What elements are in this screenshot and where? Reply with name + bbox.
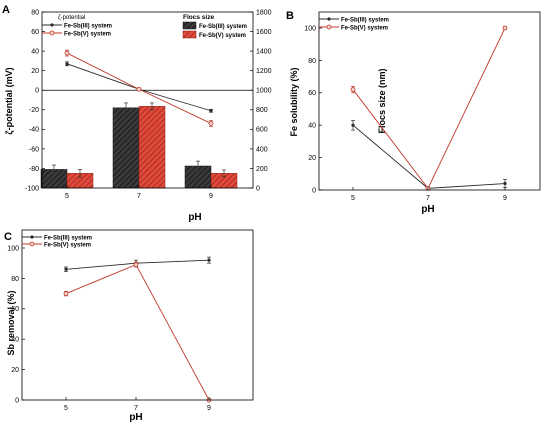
panel-c-legend-marker-sb5 — [29, 241, 35, 247]
panel-a-y2-tick-label: 800 — [256, 107, 268, 114]
panel-b-plot: 5 7 9 0 20 40 60 80 100 — [304, 11, 541, 202]
panel-c: C 5 7 9 0 20 40 60 80 100 pH Sb removal (%) Fe-S… — [4, 229, 254, 423]
panel-b-y-tick-label: 60 — [308, 90, 316, 97]
panel-b-point-sb5 — [502, 25, 508, 31]
panel-a-y-tick-label: -20 — [29, 107, 39, 114]
panel-a-y-tick-label: 40 — [31, 49, 39, 56]
panel-b-y-tick-label: 20 — [308, 155, 316, 162]
panel-a-point-sb3 — [209, 109, 213, 113]
panel-b-x-tick-label: 9 — [503, 195, 507, 202]
panel-b-legend-label-sb3: Fe-Sb(III) system — [341, 18, 389, 24]
panel-a-plot-frame — [41, 11, 254, 189]
panel-c-x-tick-label: 5 — [64, 405, 68, 412]
panel-a-xlabel: pH — [188, 212, 201, 223]
panel-a-ylabel-left: ζ-potential (mV) — [4, 67, 14, 134]
panel-a-y2-tick-label: 200 — [256, 166, 268, 173]
panel-b-legend-label-sb5: Fe-Sb(V) system — [341, 26, 388, 32]
panel-a-plot: 5 7 9-100-80-60-40-20020406080020040060080… — [25, 9, 272, 200]
panel-a-x-tick-label: 7 — [137, 193, 141, 200]
panel-b-y-tick-label: 0 — [312, 187, 316, 194]
panel-b-y-tick-label: 100 — [304, 25, 316, 32]
panel-c-letter: C — [4, 231, 12, 243]
panel-a-y2-tick-label: 1200 — [256, 68, 272, 75]
panel-a-y-tick-label: 60 — [31, 29, 39, 36]
legend-line-label-sb3: Fe-Sb(III) system — [64, 24, 112, 30]
panel-a-y-tick-label: -40 — [29, 127, 39, 134]
panel-c-line-sb5 — [65, 264, 210, 401]
panel-a-y2-tick-label: 1600 — [256, 29, 272, 36]
panel-b-point-sb3 — [503, 181, 507, 186]
panel-c-legend-marker-sb3 — [30, 235, 34, 239]
panel-b-xlabel: pH — [421, 204, 434, 215]
panel-c-ylabel: Sb removal (%) — [6, 290, 16, 355]
panel-c-y-tick-label: 100 — [7, 245, 19, 252]
panel-a-point-sb5 — [208, 121, 214, 126]
panel-a-x-tick-label: 5 — [65, 193, 69, 200]
panel-b-legend-marker-sb3 — [327, 17, 331, 21]
panel-a-y2-tick-label: 1400 — [256, 49, 272, 56]
panel-b-y-tick-label: 40 — [308, 123, 316, 130]
panel-c-plot-frame — [21, 229, 254, 401]
legend-line-title: ζ-potential — [58, 15, 85, 21]
panel-b-ylabel: Fe solubility (%) — [289, 67, 299, 136]
legend-line-marker-sb3 — [50, 23, 54, 27]
panel-c-plot: 5 7 9 0 20 40 60 80 100 — [7, 229, 254, 412]
panel-b-plot-frame — [318, 11, 541, 191]
panel-c-point-sb3 — [64, 267, 68, 271]
panel-c-y-tick-label: 80 — [11, 276, 19, 283]
panel-a-letter: A — [2, 4, 10, 16]
panel-a-y-tick-label: 20 — [31, 68, 39, 75]
panel-b-point-sb3 — [351, 123, 355, 127]
panel-c-x-tick-label: 9 — [207, 405, 211, 412]
panel-a-bar-sb3 — [112, 107, 140, 189]
panel-b-line-sb3 — [352, 124, 506, 189]
panel-a: A 5 7 9-100-80-60-40-200204060800200400600… — [2, 4, 387, 223]
panel-c-x-tick-label: 7 — [134, 405, 138, 412]
panel-a-x-tick-label: 9 — [209, 193, 213, 200]
panel-c-y-tick-label: 0 — [15, 397, 19, 404]
panel-c-y-tick-label: 40 — [11, 337, 19, 344]
panel-b-line-sb5 — [352, 27, 506, 190]
legend-bar-title: Flocs size — [183, 14, 214, 21]
panel-b-x-tick-label: 7 — [426, 195, 430, 202]
panel-a-point-sb3 — [65, 62, 69, 66]
panel-b-x-tick-label: 5 — [351, 195, 355, 202]
panel-c-point-sb5 — [63, 291, 69, 297]
panel-b-y-tick-label: 80 — [308, 58, 316, 65]
panel-a-point-sb5 — [64, 50, 70, 56]
panel-a-y2-tick-label: 1800 — [256, 9, 272, 16]
panel-a-y-tick-label: -100 — [25, 185, 39, 192]
panel-b-letter: B — [286, 10, 294, 22]
panel-a-y2-tick-label: 600 — [256, 127, 268, 134]
panel-a-y2-tick-label: 0 — [256, 185, 260, 192]
panel-c-legend-label-sb3: Fe-Sb(III) system — [44, 236, 92, 242]
panel-a-bar-sb5 — [138, 106, 166, 189]
panel-a-point-sb5 — [136, 86, 142, 92]
panel-a-y-tick-label: 80 — [31, 9, 39, 16]
panel-c-point-sb3 — [207, 258, 211, 262]
panel-c-y-tick-label: 60 — [11, 306, 19, 313]
legend-bar-swatch-sb5 — [182, 30, 197, 39]
legend-bar-label-sb5: Fe-Sb(V) system — [199, 33, 246, 39]
panel-a-y-tick-label: -60 — [29, 146, 39, 153]
panel-a-y2-tick-label: 1000 — [256, 88, 272, 95]
panel-c-point-sb5 — [133, 262, 139, 268]
legend-line-marker-sb5 — [49, 30, 55, 36]
panel-b: B 5 7 9 0 20 40 60 80 100 pH Fe solubility (%) F… — [286, 10, 541, 215]
legend-bar-label-sb3: Fe-Sb(III) system — [199, 24, 247, 30]
legend-line-label-sb5: Fe-Sb(V) system — [64, 32, 111, 38]
panel-b-legend-marker-sb5 — [326, 24, 332, 30]
legend-bar-swatch-sb3 — [182, 21, 197, 30]
panel-a-y2-tick-label: 400 — [256, 146, 268, 153]
panel-b-point-sb5 — [350, 87, 356, 92]
panel-a-y-tick-label: 0 — [35, 88, 39, 95]
panel-c-xlabel: pH — [129, 412, 142, 423]
panel-c-legend-label-sb5: Fe-Sb(V) system — [44, 243, 91, 249]
panel-c-y-tick-label: 20 — [11, 367, 19, 374]
panel-a-ylabel-right: Flocs size (nm) — [377, 68, 387, 133]
panel-a-y-tick-label: -80 — [29, 166, 39, 173]
